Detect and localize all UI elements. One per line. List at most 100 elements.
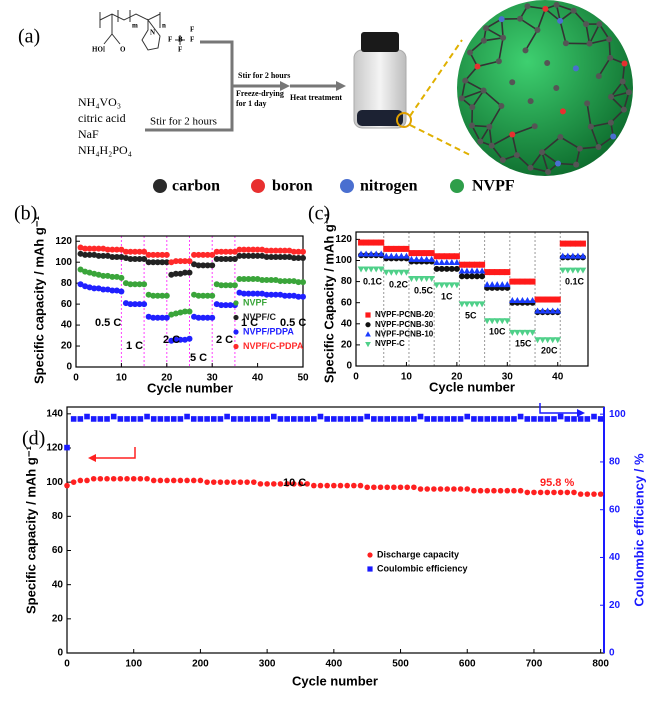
marker xyxy=(457,416,464,422)
marker xyxy=(245,252,252,259)
marker xyxy=(136,301,143,308)
marker xyxy=(195,251,202,258)
marker xyxy=(295,255,302,262)
marker xyxy=(413,250,420,257)
legend-label: NVPF-PCNB-10 xyxy=(375,330,434,339)
marker xyxy=(263,291,270,298)
marker xyxy=(443,258,451,265)
marker xyxy=(584,416,591,422)
axis-arrow xyxy=(95,447,136,459)
legend-label: NVPF/PDPA xyxy=(243,326,294,336)
marker xyxy=(157,477,164,484)
bond xyxy=(598,57,611,77)
marker xyxy=(377,416,384,422)
atom xyxy=(542,5,549,12)
marker xyxy=(491,487,497,494)
marker xyxy=(86,245,93,252)
marker xyxy=(423,255,430,262)
marker xyxy=(448,258,456,265)
x-tick-label: 0 xyxy=(64,659,70,670)
marker xyxy=(186,258,193,265)
marker xyxy=(181,269,188,276)
atom xyxy=(509,79,516,86)
bond xyxy=(590,126,600,148)
marker xyxy=(209,292,216,299)
atom xyxy=(522,47,529,54)
structure-label: F xyxy=(168,36,172,44)
reagent: citric acid xyxy=(78,111,126,125)
marker xyxy=(451,486,457,492)
axis-arrow-head xyxy=(577,409,585,417)
marker xyxy=(474,273,481,280)
marker xyxy=(217,479,224,485)
marker xyxy=(549,307,556,314)
marker xyxy=(539,296,546,303)
bond xyxy=(585,23,591,44)
marker xyxy=(351,482,357,489)
marker xyxy=(411,416,417,422)
marker xyxy=(497,416,504,422)
marker xyxy=(154,314,161,321)
marker xyxy=(504,281,511,288)
marker xyxy=(295,279,302,286)
bond xyxy=(556,4,574,12)
marker xyxy=(448,282,456,289)
atom-label: boron xyxy=(272,178,313,195)
legend-label: NVPF xyxy=(243,297,268,307)
marker xyxy=(218,302,225,309)
marker xyxy=(300,293,306,300)
marker xyxy=(458,273,465,280)
marker xyxy=(498,281,506,288)
marker xyxy=(145,251,152,258)
marker xyxy=(397,416,404,422)
marker xyxy=(204,292,211,299)
marker xyxy=(484,269,491,276)
y2-tick-label: 0 xyxy=(609,648,615,659)
marker xyxy=(484,487,491,494)
marker xyxy=(91,285,98,292)
marker xyxy=(145,291,152,298)
marker xyxy=(254,275,261,282)
marker xyxy=(478,267,486,274)
marker xyxy=(300,248,306,255)
atom-swatch xyxy=(340,179,354,193)
marker xyxy=(157,416,164,422)
marker xyxy=(464,413,471,420)
marker xyxy=(127,281,134,288)
marker xyxy=(177,416,184,422)
annotation: 0.1C xyxy=(363,276,383,286)
marker xyxy=(488,281,496,288)
marker xyxy=(453,258,461,265)
bond xyxy=(461,89,484,100)
legend-marker xyxy=(233,343,239,350)
y2-tick-label: 20 xyxy=(609,600,621,611)
marker xyxy=(311,482,317,489)
marker xyxy=(240,252,247,259)
marker xyxy=(237,479,244,485)
bond xyxy=(610,91,630,98)
marker xyxy=(127,248,134,255)
marker xyxy=(204,479,210,485)
bond xyxy=(511,134,518,156)
bond xyxy=(485,18,503,29)
marker xyxy=(524,416,531,422)
marker xyxy=(254,290,261,297)
marker xyxy=(286,292,293,299)
atom xyxy=(570,7,577,14)
marker xyxy=(591,413,597,420)
marker xyxy=(424,486,431,492)
bond xyxy=(610,81,624,98)
marker xyxy=(130,416,137,422)
marker xyxy=(200,262,207,269)
y-axis-title: Specific capacity / mAh g⁻¹ xyxy=(23,446,38,614)
bond xyxy=(559,136,581,150)
marker xyxy=(118,246,125,253)
marker xyxy=(272,253,279,260)
y-tick-label: 120 xyxy=(335,234,352,245)
y-tick-label: 100 xyxy=(55,257,72,268)
atom xyxy=(544,60,551,67)
marker xyxy=(539,307,546,314)
marker xyxy=(222,248,229,255)
y-tick-label: 0 xyxy=(66,362,72,373)
marker xyxy=(479,273,486,280)
